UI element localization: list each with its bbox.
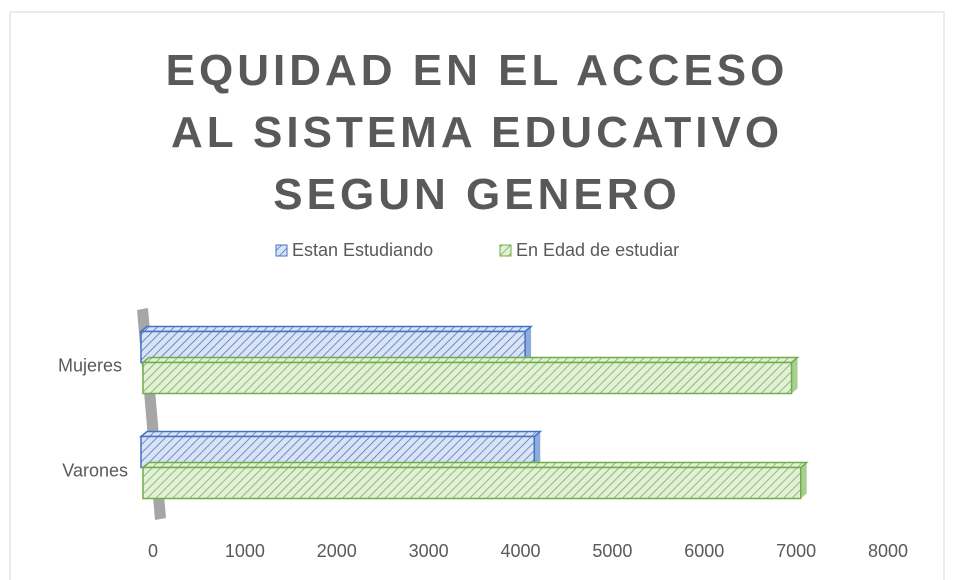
y-tick-label: Varones — [62, 460, 128, 480]
legend-swatch — [499, 244, 512, 257]
x-tick-label: 5000 — [592, 541, 632, 561]
legend-label: En Edad de estudiar — [516, 240, 679, 260]
x-tick-label: 7000 — [776, 541, 816, 561]
x-tick-label: 4000 — [500, 541, 540, 561]
bar-face — [525, 326, 532, 363]
bar-face — [534, 431, 541, 468]
chart-border — [9, 11, 945, 580]
x-tick-label: 0 — [148, 541, 158, 561]
bar-face — [791, 357, 798, 394]
x-tick-label: 8000 — [868, 541, 908, 561]
x-tick-label: 3000 — [409, 541, 449, 561]
bar-face — [800, 462, 807, 499]
bar-face — [142, 466, 802, 500]
legend-label: Estan Estudiando — [292, 240, 433, 260]
x-tick-label: 6000 — [684, 541, 724, 561]
chart-title: EQUIDAD EN EL ACCESO AL SISTEMA EDUCATIV… — [165, 46, 789, 219]
x-tick-label: 2000 — [317, 541, 357, 561]
x-tick-label: 1000 — [225, 541, 265, 561]
bar — [140, 356, 800, 395]
bar-face — [142, 361, 793, 395]
legend-swatch — [275, 244, 288, 257]
y-tick-label: Mujeres — [58, 355, 122, 375]
bar — [140, 461, 809, 500]
